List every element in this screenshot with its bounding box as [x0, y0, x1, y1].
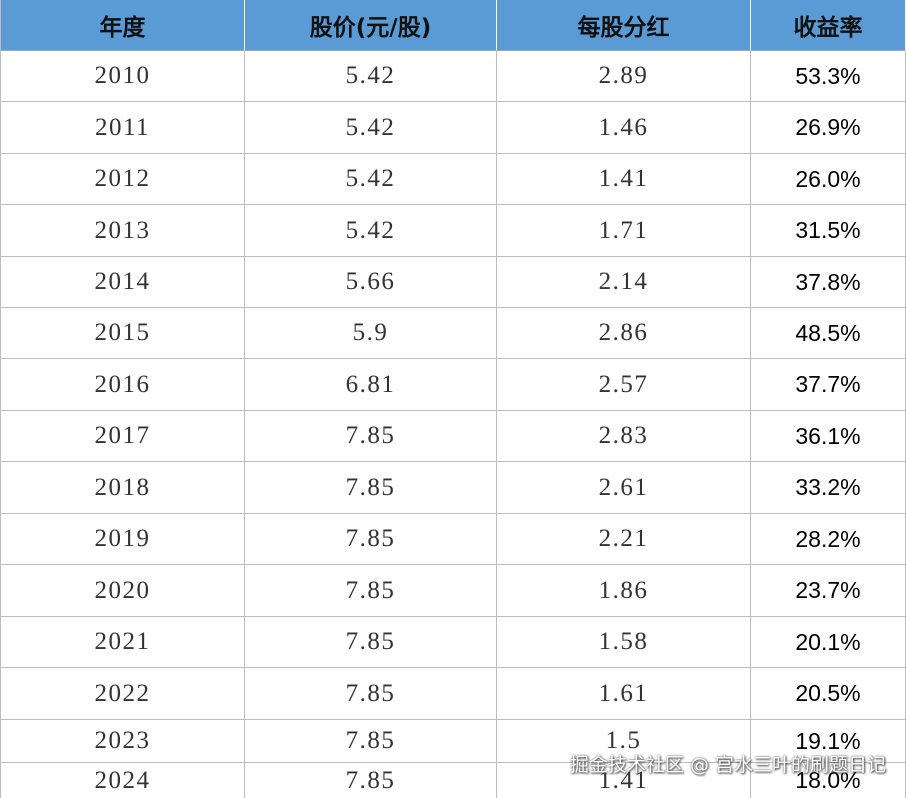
table-cell: 28.2% [751, 514, 906, 565]
header-cell: 股价(元/股) [245, 0, 497, 51]
table-cell: 1.61 [497, 668, 751, 720]
table-cell: 7.85 [245, 720, 497, 763]
table-cell: 53.3% [751, 51, 906, 102]
table-cell: 37.7% [751, 359, 906, 411]
header-cell: 每股分红 [497, 0, 751, 51]
table-cell: 2.57 [497, 359, 751, 411]
table-cell: 2.89 [497, 51, 751, 102]
header-cell: 收益率 [751, 0, 906, 51]
table-cell: 20.5% [751, 668, 906, 720]
table-cell: 5.42 [245, 51, 497, 102]
table-cell: 1.5 [497, 720, 751, 763]
table-cell: 1.46 [497, 102, 751, 154]
table-cell: 19.1% [751, 720, 906, 763]
table-cell: 48.5% [751, 308, 906, 359]
table-cell: 5.66 [245, 257, 497, 308]
table-cell: 5.42 [245, 154, 497, 205]
table-cell: 6.81 [245, 359, 497, 411]
table-cell: 2014 [0, 257, 245, 308]
table-cell: 31.5% [751, 205, 906, 257]
header-cell: 年度 [0, 0, 245, 51]
table-cell: 2.83 [497, 411, 751, 462]
table-cell: 1.71 [497, 205, 751, 257]
table-cell: 26.0% [751, 154, 906, 205]
table-cell: 2022 [0, 668, 245, 720]
table-cell: 2012 [0, 154, 245, 205]
table-cell: 7.85 [245, 763, 497, 798]
table-cell: 7.85 [245, 617, 497, 668]
table-cell: 5.42 [245, 102, 497, 154]
table-cell: 1.58 [497, 617, 751, 668]
table-cell: 2011 [0, 102, 245, 154]
table-cell: 7.85 [245, 411, 497, 462]
table-cell: 2015 [0, 308, 245, 359]
table-cell: 2018 [0, 462, 245, 514]
watermark: 掘金技术社区 @ 宫水三叶的刷题日记 [569, 754, 886, 776]
table-cell: 18.0% [751, 763, 906, 798]
table-cell: 1.41 [497, 154, 751, 205]
table-cell: 1.86 [497, 565, 751, 617]
table-cell: 36.1% [751, 411, 906, 462]
table-cell: 1.41 [497, 763, 751, 798]
table-cell: 2020 [0, 565, 245, 617]
table-cell: 2019 [0, 514, 245, 565]
table-cell: 5.42 [245, 205, 497, 257]
table-cell: 7.85 [245, 565, 497, 617]
table-cell: 23.7% [751, 565, 906, 617]
table-cell: 2.21 [497, 514, 751, 565]
table-cell: 2.14 [497, 257, 751, 308]
table-cell: 33.2% [751, 462, 906, 514]
table-cell: 26.9% [751, 102, 906, 154]
table-cell: 2016 [0, 359, 245, 411]
table-cell: 37.8% [751, 257, 906, 308]
table-cell: 5.9 [245, 308, 497, 359]
table-cell: 2017 [0, 411, 245, 462]
table-cell: 2023 [0, 720, 245, 763]
table-cell: 20.1% [751, 617, 906, 668]
table-cell: 2.86 [497, 308, 751, 359]
table-cell: 2021 [0, 617, 245, 668]
table-cell: 2013 [0, 205, 245, 257]
table-cell: 2.61 [497, 462, 751, 514]
table-cell: 7.85 [245, 668, 497, 720]
table-cell: 2010 [0, 51, 245, 102]
table-cell: 7.85 [245, 514, 497, 565]
table-cell: 7.85 [245, 462, 497, 514]
table-cell: 2024 [0, 763, 245, 798]
